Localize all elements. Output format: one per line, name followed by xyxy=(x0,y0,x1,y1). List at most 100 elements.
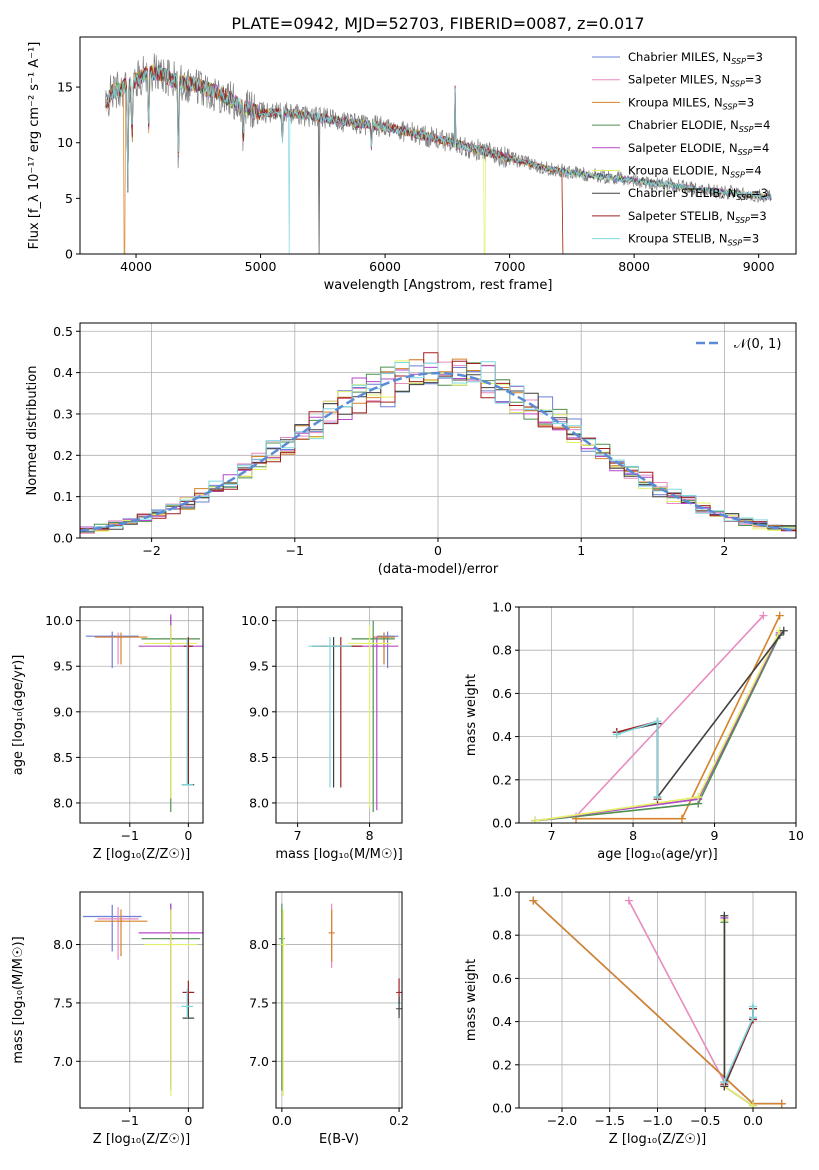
series-marker xyxy=(653,717,662,726)
y-tick-label: 0.1 xyxy=(53,489,73,504)
gaussian-curve xyxy=(80,371,796,533)
legend-label: Chabrier MILES, NSSP=3 xyxy=(628,50,763,66)
axes-frame xyxy=(79,891,204,1109)
legend-label: Salpeter MILES, NSSP=3 xyxy=(628,73,762,89)
series-marker xyxy=(677,814,686,823)
series-line-6 xyxy=(723,915,754,1087)
plot-area xyxy=(278,903,402,1097)
y-tick-label: 9.0 xyxy=(53,704,73,719)
legend-label: Salpeter ELODIE, NSSP=4 xyxy=(628,141,769,157)
y-axis-label: Flux [f_λ 10⁻¹⁷ erg cm⁻² s⁻¹ A⁻¹] xyxy=(27,42,42,250)
axes-weight-vs-Z: −2.0 −1.5 −1.0 −0.5 0.0 0.0 0.2 0.4 0.6 0.8 1.0 Z [… xyxy=(464,885,797,1147)
x-tick-label: 7000 xyxy=(494,259,526,274)
x-tick-label: −2 xyxy=(142,543,160,558)
axes-age-vs-mass: 7 8 8.0 8.5 9.0 9.5 10.0 mass [log₁₀(M/M☉)] xyxy=(241,606,403,862)
x-tick-label: −1.0 xyxy=(642,1113,672,1128)
x-tick-label: 0 xyxy=(184,1113,192,1128)
y-tick-label: 0.2 xyxy=(492,772,512,787)
y-tick-label: 8.5 xyxy=(53,750,73,765)
legend: Chabrier MILES, NSSP=3 Salpeter MILES, NS… xyxy=(592,50,770,248)
y-tick-label: 8.0 xyxy=(249,937,269,952)
x-tick-label: 8000 xyxy=(618,259,650,274)
legend-label: Kroupa STELIB, NSSP=3 xyxy=(628,232,759,248)
y-tick-label: 15 xyxy=(57,80,73,95)
plot-area xyxy=(531,611,788,823)
y-tick-label: 9.0 xyxy=(249,704,269,719)
series-marker xyxy=(612,730,621,739)
x-tick-label: 0.2 xyxy=(389,1113,409,1128)
y-tick-label: 8.0 xyxy=(53,795,73,810)
y-tick-label: 9.5 xyxy=(53,659,73,674)
plot-area xyxy=(80,352,796,534)
x-tick-label: −1 xyxy=(121,1113,139,1128)
y-tick-label: 0.4 xyxy=(492,1014,512,1029)
x-axis-label: Z [log₁₀(Z/Z☉)] xyxy=(609,1132,706,1147)
series-line-1 xyxy=(628,900,726,1083)
y-tick-label: 10 xyxy=(57,135,73,150)
x-tick-label: 4000 xyxy=(120,259,152,274)
axes-age-vs-Z: −1 0 8.0 8.5 9.0 9.5 10.0 Z [log₁₀(Z/Z☉)] age [l… xyxy=(11,606,204,862)
y-tick-label: 7.5 xyxy=(53,995,73,1010)
x-tick-label: −0.5 xyxy=(690,1113,720,1128)
y-tick-label: 9.5 xyxy=(249,659,269,674)
y-tick-label: 1.0 xyxy=(492,600,512,615)
figure-title: PLATE=0942, MJD=52703, FIBERID=0087, z=0… xyxy=(231,14,644,33)
legend-label: Salpeter STELIB, NSSP=3 xyxy=(628,209,767,225)
x-tick-label: 8 xyxy=(366,828,374,843)
y-tick-label: 7.0 xyxy=(53,1054,73,1069)
y-axis-label: mass weight xyxy=(464,959,479,1041)
axes-frame xyxy=(518,891,797,1109)
model-spectrum-6 xyxy=(105,65,772,254)
series-marker xyxy=(759,611,768,620)
x-axis-label: mass [log₁₀(M/M☉)] xyxy=(275,847,402,862)
series-marker xyxy=(624,896,633,905)
x-axis-label: Z [log₁₀(Z/Z☉)] xyxy=(93,847,190,862)
histogram-8 xyxy=(80,361,796,532)
legend-label: Chabrier STELIB, NSSP=3 xyxy=(628,186,768,202)
axes-frame xyxy=(79,36,797,255)
y-tick-label: 0.2 xyxy=(492,1057,512,1072)
x-axis-label: wavelength [Angstrom, rest frame] xyxy=(324,278,553,293)
y-tick-label: 0.0 xyxy=(492,1101,512,1116)
axes-frame xyxy=(275,891,403,1109)
plot-area xyxy=(308,620,399,813)
x-tick-label: 0 xyxy=(184,828,192,843)
y-tick-label: 7.0 xyxy=(249,1054,269,1069)
series-line-8 xyxy=(723,1006,754,1083)
y-axis-label: age [log₁₀(age/yr)] xyxy=(11,655,26,776)
x-axis-label: age [log₁₀(age/yr)] xyxy=(597,847,718,862)
y-tick-label: 0.2 xyxy=(53,448,73,463)
y-tick-label: 0.4 xyxy=(53,365,73,380)
x-tick-label: −1.5 xyxy=(595,1113,625,1128)
legend-label: Chabrier ELODIE, NSSP=4 xyxy=(628,118,770,134)
axes-mass-vs-ebv: 0.0 0.2 7.0 7.5 8.0 E(B-V) xyxy=(249,891,409,1147)
x-tick-label: 5000 xyxy=(245,259,277,274)
plot-area xyxy=(82,903,203,1097)
series-marker xyxy=(749,1002,758,1011)
y-tick-label: 7.5 xyxy=(249,995,269,1010)
x-tick-label: 9 xyxy=(711,828,719,843)
axes-frame xyxy=(79,322,797,539)
plot-area xyxy=(529,896,786,1108)
series-marker xyxy=(694,793,703,802)
x-tick-label: 1 xyxy=(577,543,585,558)
axes-frame xyxy=(79,606,204,824)
y-tick-label: 0.6 xyxy=(492,686,512,701)
x-tick-label: 9000 xyxy=(743,259,775,274)
y-tick-label: 0.3 xyxy=(53,406,73,421)
legend-label: Kroupa ELODIE, NSSP=4 xyxy=(628,164,762,180)
x-tick-label: 10 xyxy=(788,828,804,843)
y-tick-label: 0.0 xyxy=(53,531,73,546)
x-axis-label: Z [log₁₀(Z/Z☉)] xyxy=(93,1132,190,1147)
series-marker xyxy=(775,611,784,620)
histogram-6 xyxy=(80,372,796,533)
model-spectrum-8 xyxy=(105,65,772,254)
series-marker xyxy=(720,1078,729,1087)
x-tick-label: −1 xyxy=(121,828,139,843)
x-tick-label: 0.0 xyxy=(272,1113,292,1128)
y-tick-label: 0 xyxy=(65,247,73,262)
axes-weight-vs-age: 7 8 9 10 0.0 0.2 0.4 0.6 0.8 1.0 age [log₁₀(age/yr… xyxy=(464,600,804,863)
y-tick-label: 0.6 xyxy=(492,971,512,986)
plot-area xyxy=(85,614,203,813)
